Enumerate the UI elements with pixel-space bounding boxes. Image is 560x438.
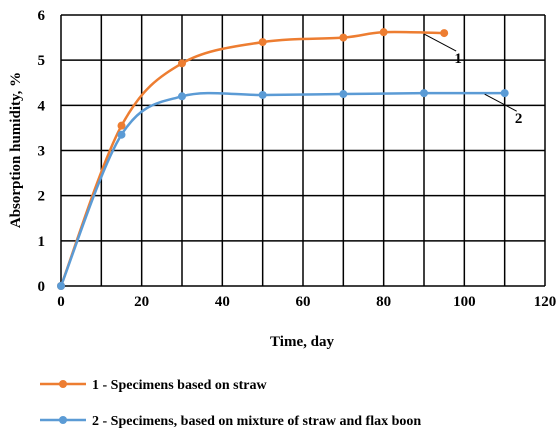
- legend-item-1: 1 - Specimens based on straw: [40, 378, 268, 393]
- x-tick-label: 20: [134, 294, 149, 310]
- series: [57, 28, 509, 290]
- data-point-s1-6: [440, 29, 449, 38]
- callouts: 12: [423, 33, 523, 127]
- callout-leader-2: [484, 93, 517, 112]
- x-tick-label: 60: [296, 294, 311, 310]
- y-tick-label: 3: [38, 144, 46, 160]
- callout-label-1: 1: [454, 51, 462, 67]
- legend-marker-2: [59, 416, 67, 424]
- y-tick-label: 2: [38, 189, 46, 205]
- data-point-s2-2: [178, 92, 186, 101]
- data-point-s1-5: [379, 28, 388, 37]
- data-point-s1-3: [258, 38, 267, 47]
- data-point-s1-1: [117, 121, 126, 130]
- callout-leader-1: [423, 33, 457, 52]
- series-line-1: [59, 30, 445, 287]
- x-tick-label: 100: [453, 294, 476, 310]
- x-tick-label: 80: [376, 294, 391, 310]
- data-point-s2-0: [57, 282, 65, 290]
- x-tick-label: 40: [215, 294, 230, 310]
- y-tick-label: 1: [38, 234, 46, 250]
- data-point-s2-5: [420, 89, 428, 98]
- data-point-s1-2: [178, 59, 186, 68]
- legend-label-1: 1 - Specimens based on straw: [92, 378, 268, 393]
- y-tick-label: 5: [38, 53, 46, 69]
- grid: [60, 14, 546, 287]
- y-tick-label: 6: [38, 8, 46, 24]
- x-axis-title: Time, day: [270, 334, 334, 350]
- x-tick-label: 0: [57, 294, 65, 310]
- data-point-s2-4: [339, 90, 348, 99]
- legend-marker-1: [59, 380, 67, 388]
- callout-label-2: 2: [515, 111, 523, 127]
- data-point-s2-6: [500, 89, 509, 98]
- data-point-s2-1: [117, 130, 126, 139]
- data-point-s1-4: [339, 33, 348, 42]
- data-point-s2-3: [258, 90, 267, 99]
- y-axis-title: Absorption humidity, %: [8, 72, 24, 228]
- legend-label-2: 2 - Specimens, based on mixture of straw…: [92, 414, 421, 429]
- y-tick-label: 0: [38, 279, 46, 295]
- legend: 1 - Specimens based on straw 2 - Specime…: [40, 378, 421, 429]
- x-tick-label: 120: [534, 294, 557, 310]
- y-tick-label: 4: [38, 98, 46, 114]
- legend-item-2: 2 - Specimens, based on mixture of straw…: [40, 414, 421, 429]
